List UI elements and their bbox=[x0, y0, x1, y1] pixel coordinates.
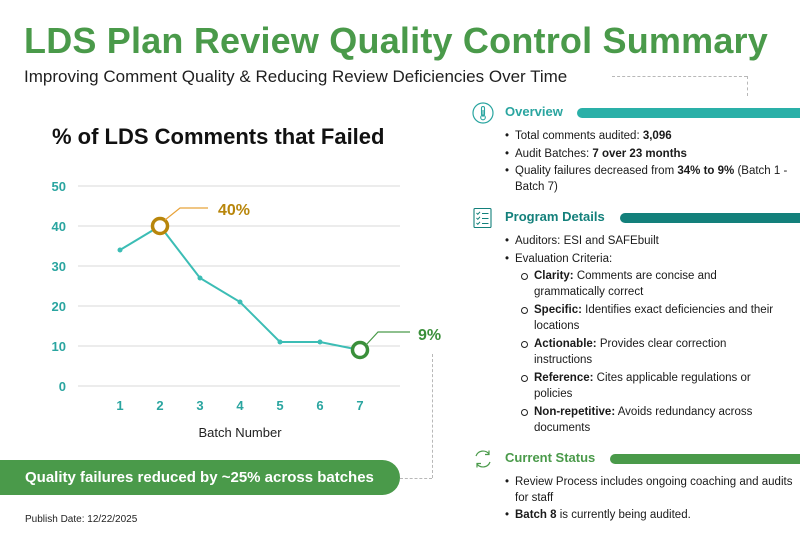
data-point bbox=[117, 247, 123, 253]
data-point bbox=[317, 339, 323, 345]
y-tick-label: 20 bbox=[52, 299, 66, 314]
line-chart: 0 10 20 30 40 50 1 2 3 4 5 6 7 Batch Number 40% 9% bbox=[52, 179, 442, 440]
annotation-leader bbox=[164, 207, 208, 221]
overview-section: Overview Total comments audited: 3,096 A… bbox=[472, 102, 800, 197]
x-tick-label: 6 bbox=[316, 398, 323, 413]
list-item: Batch 8 is currently being audited. bbox=[505, 508, 795, 524]
thermometer-icon bbox=[472, 102, 494, 124]
checklist-icon bbox=[473, 207, 492, 229]
x-tick-label: 2 bbox=[156, 398, 163, 413]
page-title: LDS Plan Review Quality Control Summary bbox=[24, 20, 768, 61]
annotation-label: 40% bbox=[218, 202, 250, 219]
overview-title: Overview bbox=[505, 104, 563, 119]
criteria-item: Clarity: Comments are concise and gramma… bbox=[521, 269, 776, 300]
x-tick-label: 4 bbox=[236, 398, 244, 413]
criteria-item: Specific: Identifies exact deficiencies … bbox=[521, 303, 776, 334]
list-item: Auditors: ESI and SAFEbuilt bbox=[505, 234, 795, 250]
chart-title: % of LDS Comments that Failed bbox=[52, 124, 385, 149]
current-status-section: Current Status Review Process includes o… bbox=[472, 448, 800, 526]
annotation-label: 9% bbox=[418, 327, 441, 344]
list-item: Evaluation Criteria: Clarity: Comments a… bbox=[505, 252, 795, 437]
y-tick-label: 0 bbox=[59, 379, 66, 394]
decorative-dashed-line bbox=[747, 76, 748, 96]
series-line bbox=[119, 224, 361, 351]
program-details-section: Program Details Auditors: ESI and SAFEbu… bbox=[472, 207, 800, 439]
section-bar bbox=[577, 108, 800, 118]
cycle-arrows-icon bbox=[475, 450, 491, 468]
annotation-leader bbox=[365, 331, 410, 346]
y-tick-label: 10 bbox=[52, 339, 66, 354]
current-status-title: Current Status bbox=[505, 450, 596, 465]
program-details-title: Program Details bbox=[505, 209, 605, 224]
page-subtitle: Improving Comment Quality & Reducing Rev… bbox=[24, 67, 568, 86]
list-item: Review Process includes ongoing coaching… bbox=[505, 475, 795, 506]
x-axis-label: Batch Number bbox=[198, 425, 282, 440]
list-item: Audit Batches: 7 over 23 months bbox=[505, 147, 795, 163]
x-tick-label: 1 bbox=[116, 398, 123, 413]
y-tick-label: 50 bbox=[52, 179, 66, 194]
list-item: Quality failures decreased from 34% to 9… bbox=[505, 164, 795, 195]
section-bar bbox=[620, 213, 800, 223]
highlight-marker bbox=[350, 340, 370, 360]
decorative-dashed-line bbox=[612, 76, 747, 77]
decorative-dashed-line bbox=[432, 354, 433, 478]
data-point bbox=[237, 299, 243, 305]
highlight-marker bbox=[150, 216, 170, 236]
x-tick-label: 5 bbox=[276, 398, 283, 413]
criteria-item: Non-repetitive: Avoids redundancy across… bbox=[521, 405, 776, 436]
list-item: Total comments audited: 3,096 bbox=[505, 129, 795, 145]
publish-date: Publish Date: 12/22/2025 bbox=[25, 514, 138, 525]
x-tick-label: 3 bbox=[196, 398, 203, 413]
y-tick-label: 40 bbox=[52, 219, 66, 234]
criteria-item: Actionable: Provides clear correction in… bbox=[521, 337, 776, 368]
x-tick-label: 7 bbox=[356, 398, 363, 413]
data-point bbox=[197, 275, 203, 281]
decorative-dashed-line bbox=[400, 478, 432, 479]
data-point bbox=[277, 339, 283, 345]
summary-banner: Quality failures reduced by ~25% across … bbox=[0, 460, 400, 495]
y-tick-label: 30 bbox=[52, 259, 66, 274]
section-bar bbox=[610, 454, 800, 464]
criteria-item: Reference: Cites applicable regulations … bbox=[521, 371, 776, 402]
